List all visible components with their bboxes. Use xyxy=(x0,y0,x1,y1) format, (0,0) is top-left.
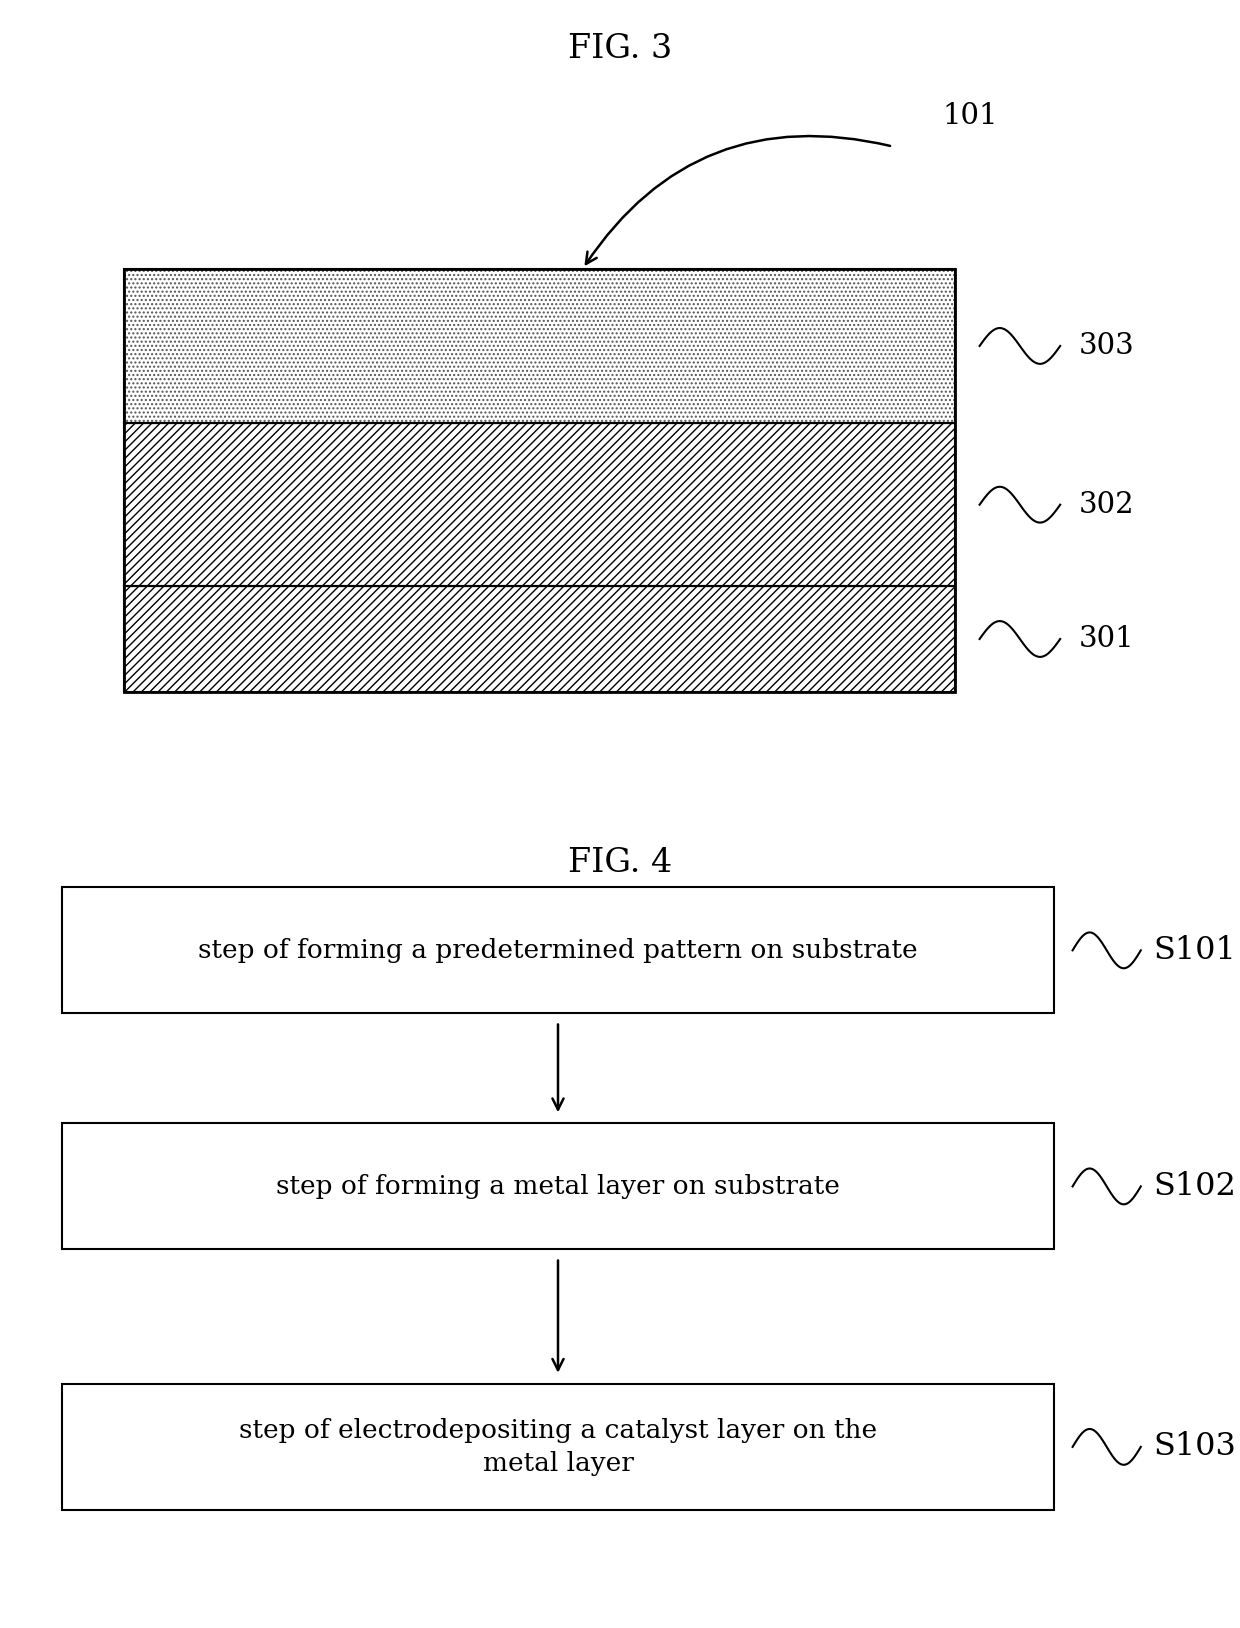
Bar xyxy=(62,887,1054,1013)
Text: S103: S103 xyxy=(1153,1431,1236,1462)
Text: step of forming a metal layer on substrate: step of forming a metal layer on substra… xyxy=(277,1174,839,1198)
Bar xyxy=(124,423,955,586)
Text: 301: 301 xyxy=(1079,625,1135,653)
Bar xyxy=(124,269,955,423)
Bar xyxy=(124,586,955,692)
Bar xyxy=(62,1384,1054,1511)
Text: FIG. 4: FIG. 4 xyxy=(568,847,672,879)
Bar xyxy=(124,269,955,692)
Bar xyxy=(124,586,955,692)
Text: step of electrodepositing a catalyst layer on the
metal layer: step of electrodepositing a catalyst lay… xyxy=(239,1418,877,1477)
Bar xyxy=(124,423,955,586)
Bar xyxy=(62,1123,1054,1250)
Text: 302: 302 xyxy=(1079,490,1135,519)
Text: 101: 101 xyxy=(942,103,998,130)
Text: FIG. 3: FIG. 3 xyxy=(568,33,672,65)
Text: step of forming a predetermined pattern on substrate: step of forming a predetermined pattern … xyxy=(198,938,918,962)
Text: 303: 303 xyxy=(1079,332,1135,360)
Text: S101: S101 xyxy=(1153,934,1236,965)
Bar xyxy=(124,269,955,423)
Text: S102: S102 xyxy=(1153,1171,1236,1201)
